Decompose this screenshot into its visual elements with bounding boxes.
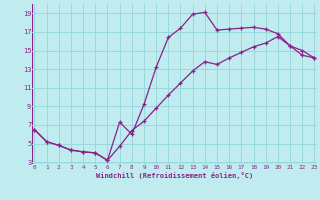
X-axis label: Windchill (Refroidissement éolien,°C): Windchill (Refroidissement éolien,°C) — [96, 172, 253, 179]
